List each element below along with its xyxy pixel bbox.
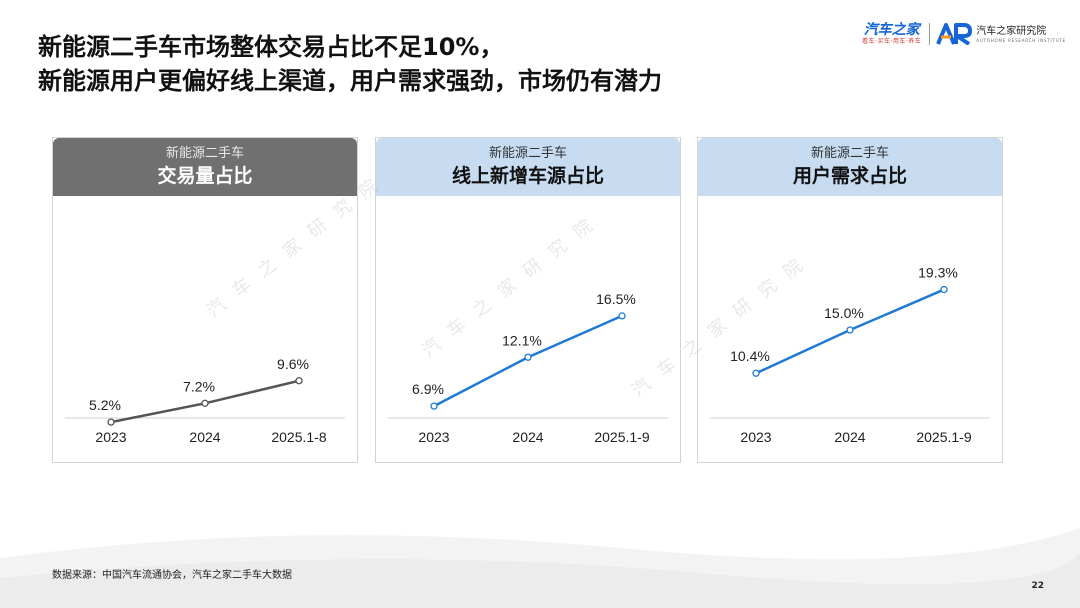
x-tick-label: 2025.1-9	[916, 429, 971, 445]
x-tick-label: 2023	[95, 429, 126, 445]
panel-title: 线上新增车源占比	[451, 165, 604, 187]
line-chart-user-demand-share: 10.4% 2023 15.0% 2024 19.3% 2025.1-9	[710, 265, 990, 445]
brand-slogan: 看车·买车·用车·养车	[862, 38, 922, 45]
panel-online-listing-share: 新能源二手车 线上新增车源占比 6.9% 2023 12.1% 2024 16.5% 20…	[375, 137, 681, 463]
data-label: 15.0%	[824, 305, 864, 321]
data-label: 16.5%	[596, 291, 636, 307]
data-point	[752, 369, 760, 377]
data-point	[201, 399, 209, 407]
data-point	[430, 402, 438, 410]
x-tick-label: 2023	[740, 429, 771, 445]
data-point	[846, 326, 854, 334]
brand-institute: 汽车之家研究院	[976, 25, 1047, 37]
data-label: 5.2%	[89, 397, 121, 413]
brand-institute-en: AUTOHOME RESEARCH INSTITUTE	[976, 37, 1066, 43]
panel-subtitle: 新能源二手车	[810, 146, 889, 161]
data-label: 9.6%	[277, 356, 309, 372]
brand-name: 汽车之家	[863, 22, 920, 38]
research-institute-logo-icon	[936, 23, 973, 45]
data-label: 10.4%	[730, 348, 770, 364]
data-label: 7.2%	[183, 378, 215, 394]
x-tick-label: 2024	[512, 429, 543, 445]
panel-subtitle: 新能源二手车	[165, 146, 244, 161]
panel-header: 新能源二手车 线上新增车源占比	[376, 138, 680, 196]
panel-title: 用户需求占比	[792, 165, 907, 187]
title-line-2: 新能源用户更偏好线上渠道，用户需求强劲，市场仍有潜力	[38, 67, 662, 95]
panel-header: 新能源二手车 用户需求占比	[698, 138, 1002, 196]
panel-user-demand-share: 新能源二手车 用户需求占比 10.4% 2023 15.0% 2024 19.3% 202…	[697, 137, 1003, 463]
data-label: 12.1%	[502, 332, 542, 348]
data-label: 6.9%	[412, 381, 444, 397]
x-tick-label: 2025.1-9	[594, 429, 649, 445]
x-tick-label: 2024	[189, 429, 220, 445]
panel-transaction-share: 新能源二手车 交易量占比 5.2% 2023 7.2% 2024 9.6% 2025.1-…	[52, 137, 358, 463]
panel-subtitle: 新能源二手车	[488, 146, 567, 161]
line-chart-transaction-share: 5.2% 2023 7.2% 2024 9.6% 2025.1-8	[65, 356, 345, 445]
line-chart-online-listing-share: 6.9% 2023 12.1% 2024 16.5% 2025.1-9	[388, 291, 668, 445]
x-tick-label: 2025.1-8	[271, 429, 326, 445]
panel-header: 新能源二手车 交易量占比	[53, 138, 357, 196]
data-label: 19.3%	[918, 265, 958, 281]
series-line	[432, 314, 624, 408]
page-number: 22	[1031, 581, 1044, 591]
autohome-logo: 汽车之家 看车·买车·用车·养车	[862, 22, 921, 46]
data-point	[107, 418, 115, 426]
data-point	[940, 285, 948, 294]
footer-wave-decoration	[0, 528, 1080, 608]
brand-divider	[929, 23, 931, 45]
data-point	[524, 353, 532, 361]
data-source-note: 数据来源：中国汽车流通协会，汽车之家二手车大数据	[52, 570, 292, 581]
page-title: 新能源二手车市场整体交易占比不足10%， 新能源用户更偏好线上渠道，用户需求强劲…	[38, 30, 662, 98]
panel-title: 交易量占比	[157, 165, 253, 187]
brand-header: 汽车之家 看车·买车·用车·养车 汽车之家研究院 AUTOHOME RESEAR…	[862, 18, 1066, 50]
data-point	[295, 377, 303, 385]
x-tick-label: 2023	[418, 429, 449, 445]
x-tick-label: 2024	[834, 429, 865, 445]
title-line-1: 新能源二手车市场整体交易占比不足10%，	[38, 33, 504, 61]
data-point	[618, 312, 626, 320]
